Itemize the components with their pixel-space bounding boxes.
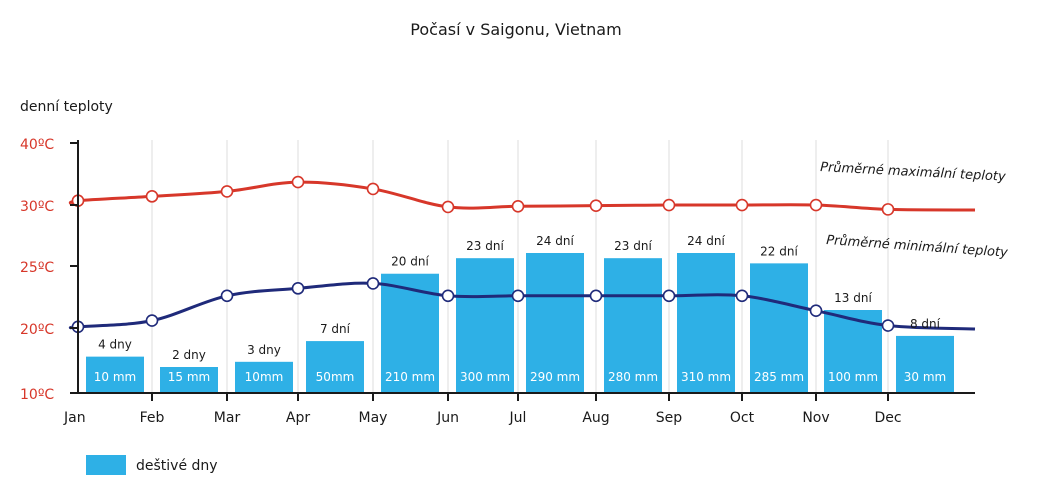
rainfall-label: 10mm	[245, 370, 284, 384]
temperature-point	[441, 289, 455, 303]
temperature-point	[511, 199, 525, 213]
rainy-days-label: 24 dní	[536, 234, 574, 248]
rainfall-label: 285 mm	[754, 370, 804, 384]
x-tick-label: Feb	[140, 410, 165, 426]
rainfall-label: 300 mm	[460, 370, 510, 384]
temperature-lines	[68, 175, 976, 334]
rainfall-label: 30 mm	[904, 370, 946, 384]
rainfall-label: 280 mm	[608, 370, 658, 384]
legend-label: deštivé dny	[136, 458, 218, 474]
rainy-days-label: 3 dny	[247, 343, 281, 357]
rainfall-label: 310 mm	[681, 370, 731, 384]
rain-bar	[306, 341, 364, 393]
rain-bars	[86, 253, 954, 393]
x-tick-label: May	[359, 410, 388, 426]
temperature-point	[735, 198, 749, 212]
rainy-days-label: 20 dní	[391, 255, 429, 269]
rainfall-label: 100 mm	[828, 370, 878, 384]
temperature-point	[145, 190, 159, 203]
rainfall-label: 15 mm	[168, 370, 210, 384]
x-tick-label: Oct	[730, 410, 755, 426]
rain-bar	[896, 335, 954, 393]
temperature-point	[291, 282, 305, 295]
rainfall-label: 290 mm	[530, 370, 580, 384]
x-tick-label: Jun	[436, 410, 459, 426]
x-tick-label: Jul	[509, 410, 527, 426]
temperature-point	[511, 289, 525, 303]
chart-title: Počasí v Saigonu, Vietnam	[410, 20, 621, 39]
rainy-days-label: 13 dní	[834, 291, 872, 305]
rainy-days-label: 7 dní	[320, 322, 351, 336]
temperature-point	[291, 175, 305, 189]
temperature-point	[881, 319, 895, 332]
rainfall-label: 50mm	[316, 370, 355, 384]
x-tick-label: Mar	[214, 410, 241, 426]
y-tick-label: 30ºC	[20, 199, 54, 215]
x-tick-label: Apr	[286, 410, 310, 426]
y-tick-label: 10ºC	[20, 387, 54, 403]
temperature-point	[589, 289, 603, 303]
rainy-days-label: 23 dní	[614, 239, 652, 253]
rainy-days-label: 2 dny	[172, 348, 206, 362]
axes	[70, 140, 975, 401]
temperature-point	[809, 304, 823, 317]
temperature-point	[735, 289, 749, 303]
temperature-point	[881, 203, 895, 216]
rain-bar	[160, 367, 218, 393]
y-tick-label: 25ºC	[20, 260, 54, 276]
y-tick-label: 20ºC	[20, 322, 54, 338]
temperature-point	[366, 182, 380, 196]
rain-bar	[526, 253, 584, 393]
temperature-point	[441, 200, 455, 214]
legend: deštivé dny	[86, 455, 218, 475]
y-axis-label: denní teploty	[20, 99, 113, 115]
rain-bar	[750, 263, 808, 393]
rainy-days-label: 24 dní	[687, 234, 725, 248]
x-tick-label: Nov	[802, 410, 829, 426]
temperature-point	[145, 314, 159, 327]
temperature-point	[220, 185, 234, 198]
temperature-point	[366, 277, 380, 290]
y-tick-label: 40ºC	[20, 137, 54, 153]
x-tick-label: Aug	[582, 410, 609, 426]
temperature-point	[662, 198, 676, 212]
temperature-point	[589, 199, 603, 212]
temperature-point	[809, 198, 823, 212]
rain-bar	[235, 361, 293, 393]
x-tick-label: Sep	[656, 410, 683, 426]
rainy-days-label: 8 dní	[910, 317, 941, 331]
rain-bar	[677, 253, 735, 393]
rain-bar	[604, 258, 662, 393]
temperature-point	[662, 289, 676, 303]
rainy-days-label: 23 dní	[466, 239, 504, 253]
rainy-days-label: 22 dní	[760, 244, 798, 258]
rainfall-label: 210 mm	[385, 370, 435, 384]
series-label-min: Průměrné minimální teploty	[826, 233, 1009, 261]
chart-labels: 10 mm 4 dny 15 mm 2 dny 10mm 3 dny 50mm 7 dní 21…	[20, 137, 1008, 426]
x-tick-label: Jan	[63, 410, 86, 426]
temperature-point	[220, 289, 234, 303]
legend-swatch	[86, 455, 126, 475]
rain-bar	[86, 356, 144, 393]
x-tick-label: Dec	[874, 410, 901, 426]
rainy-days-label: 4 dny	[98, 338, 132, 352]
rain-bar	[456, 258, 514, 393]
rainfall-label: 10 mm	[94, 370, 136, 384]
series-label-max: Průměrné maximální teploty	[820, 160, 1006, 185]
